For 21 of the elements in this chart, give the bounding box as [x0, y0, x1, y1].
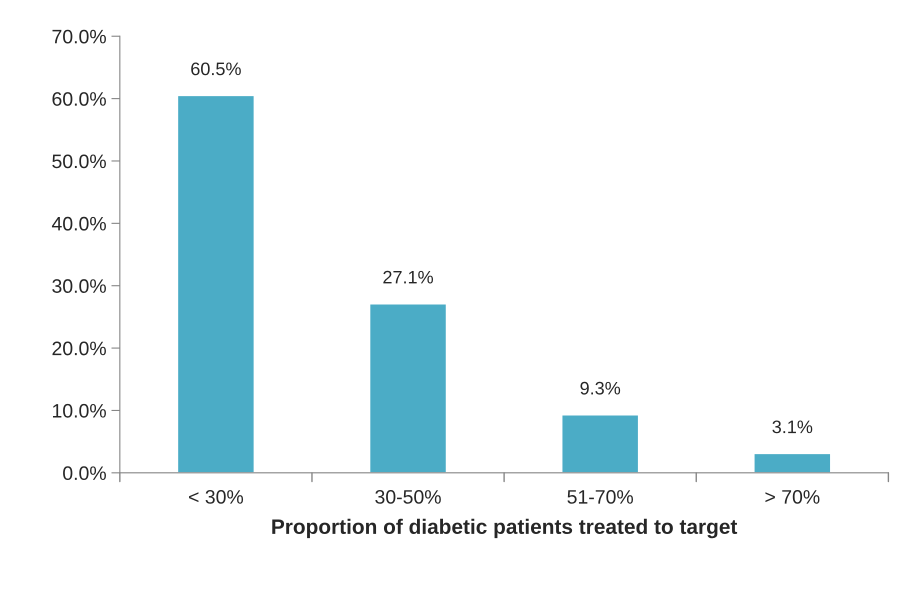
y-tick-label: 10.0% [52, 404, 106, 418]
x-tick-label: > 70% [765, 490, 820, 504]
x-tick-label: 30-50% [375, 490, 441, 504]
x-axis-title: Proportion of diabetic patients treated to target [272, 518, 738, 538]
y-tick-label: 0.0% [63, 466, 106, 480]
data-label: 9.3% [580, 382, 620, 395]
y-tick-label: 20.0% [52, 342, 106, 356]
bar [753, 452, 832, 473]
y-tick-label: 50.0% [52, 154, 106, 168]
y-tick-label: 70.0% [52, 30, 106, 44]
data-label: 60.5% [191, 62, 241, 76]
y-tick-label: 60.0% [52, 92, 106, 106]
y-tick-label: 30.0% [52, 279, 106, 293]
y-tick-label: 40.0% [52, 216, 106, 231]
bar [561, 414, 640, 473]
x-tick-label: < 30% [189, 490, 244, 504]
data-label: 3.1% [772, 420, 812, 434]
data-label: 27.1% [383, 270, 433, 284]
bar [368, 303, 448, 473]
x-tick-label: 51-70% [567, 490, 633, 504]
bar [176, 94, 256, 473]
